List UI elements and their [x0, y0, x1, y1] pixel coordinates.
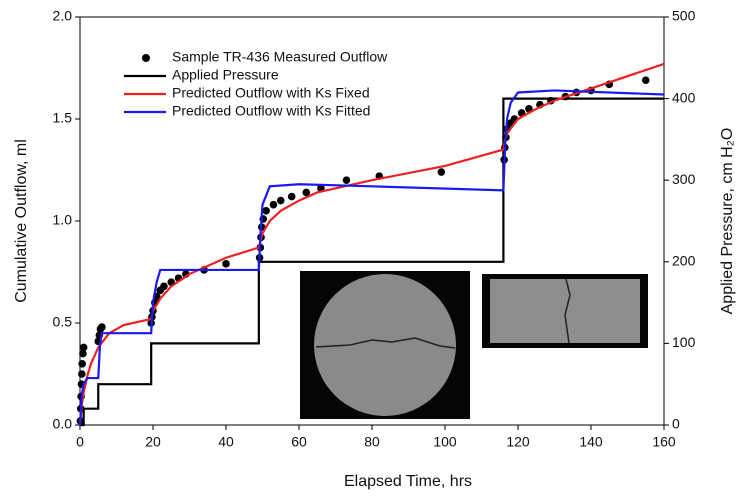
data-point	[78, 370, 86, 378]
y-tick-label: 1.0	[53, 212, 73, 228]
data-point	[269, 200, 278, 209]
x-tick-label: 80	[364, 434, 380, 450]
data-point	[160, 282, 168, 291]
data-point	[79, 343, 88, 352]
series-line	[78, 89, 665, 426]
series-line	[78, 62, 665, 426]
data-point	[342, 176, 351, 184]
ct-crack	[564, 278, 571, 344]
y2-tick-label: 0	[672, 416, 680, 432]
y2-tick-label: 400	[672, 89, 696, 105]
x-tick-label: 60	[291, 434, 307, 450]
y-tick-label: 2.0	[53, 8, 73, 24]
series-line	[80, 97, 664, 427]
y-tick-label: 0.0	[53, 416, 73, 432]
legend-label: Predicted Outflow with Ks Fitted	[172, 103, 370, 119]
y-axis-label: Cumulative Outflow, ml	[13, 139, 30, 303]
legend-label: Sample TR-436 Measured Outflow	[172, 49, 388, 65]
y2-tick-label: 500	[672, 8, 696, 24]
data-point	[437, 168, 446, 176]
ct-core	[314, 274, 456, 416]
data-point	[262, 207, 270, 215]
x-tick-label: 40	[218, 434, 234, 450]
x-tick-label: 0	[76, 434, 84, 450]
data-point	[641, 76, 650, 85]
ct-crack	[315, 337, 456, 349]
ct-core-side	[490, 279, 640, 343]
y2-axis-label: Applied Pressure, cm H₂O	[719, 128, 736, 315]
x-axis-label: Elapsed Time, hrs	[344, 473, 472, 490]
data-point	[302, 188, 311, 197]
data-point	[79, 349, 87, 358]
x-tick-label: 160	[652, 434, 676, 450]
y2-tick-label: 300	[672, 171, 696, 187]
plot-frame	[79, 16, 665, 426]
ct-images	[300, 271, 648, 419]
data-point	[287, 192, 296, 201]
data-point	[276, 196, 285, 205]
y2-tick-label: 100	[672, 334, 696, 350]
y-tick-label: 1.5	[53, 110, 73, 126]
x-tick-label: 20	[145, 434, 161, 450]
data-point	[222, 260, 230, 268]
x-tick-label: 140	[579, 434, 603, 450]
legend-marker	[142, 54, 150, 62]
data-point	[98, 323, 106, 331]
y-tick-label: 0.5	[53, 314, 73, 330]
legend-label: Applied Pressure	[172, 67, 279, 83]
x-tick-label: 100	[433, 434, 457, 450]
x-tick-label: 120	[506, 434, 530, 450]
legend-label: Predicted Outflow with Ks Fixed	[172, 85, 370, 101]
y2-tick-label: 200	[672, 253, 696, 269]
data-point	[78, 360, 86, 368]
